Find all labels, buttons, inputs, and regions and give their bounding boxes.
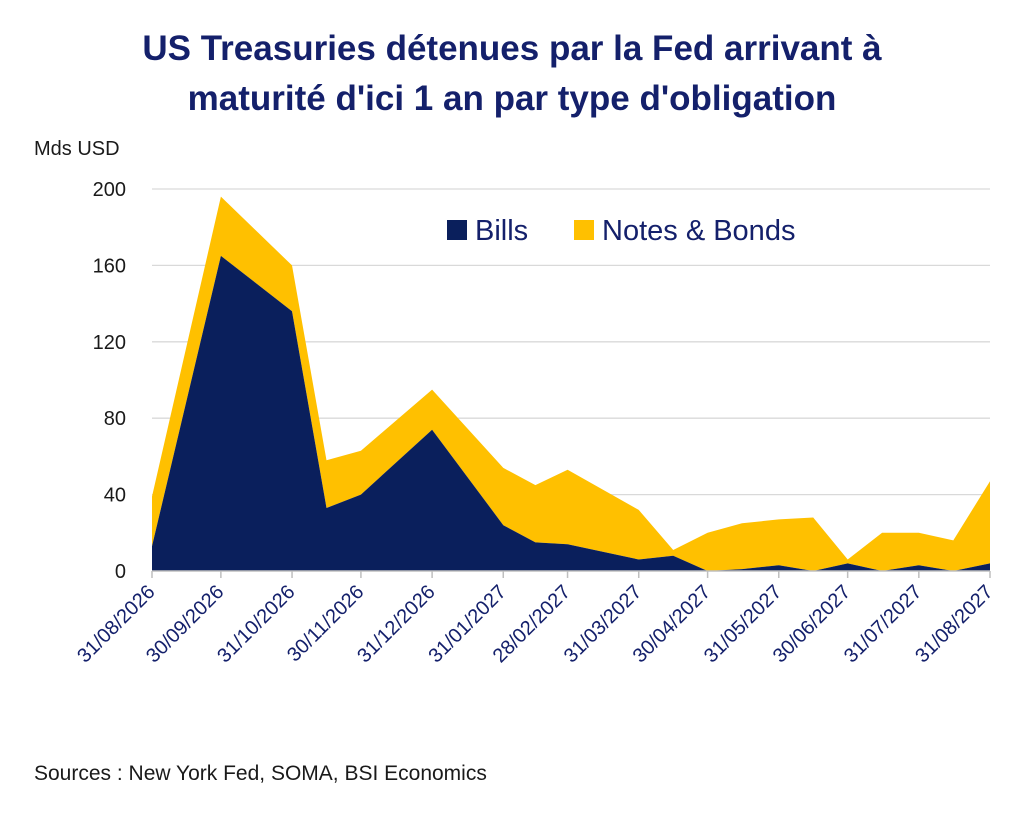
y-tick-label: 120 bbox=[93, 332, 126, 354]
y-tick-label: 40 bbox=[104, 485, 126, 507]
chart-title-line-2: maturité d'ici 1 an par type d'obligatio… bbox=[187, 79, 837, 118]
series-area-notes-bonds bbox=[152, 196, 990, 571]
y-axis-label: Mds USD bbox=[34, 138, 120, 160]
chart-title: US Treasuries détenues par la Fed arriva… bbox=[0, 24, 1024, 124]
x-tick-label: 31/08/2027 bbox=[911, 581, 997, 667]
chart-title-line-1: US Treasuries détenues par la Fed arriva… bbox=[142, 29, 882, 68]
source-note: Sources : New York Fed, SOMA, BSI Econom… bbox=[34, 762, 487, 785]
y-tick-label: 200 bbox=[93, 179, 126, 201]
series-area-bills bbox=[152, 255, 990, 571]
legend-label: Notes & Bonds bbox=[602, 215, 795, 247]
y-tick-label: 80 bbox=[104, 408, 126, 430]
legend-swatch bbox=[574, 220, 594, 240]
legend: Bills Notes & Bonds bbox=[447, 215, 795, 247]
legend-swatch bbox=[447, 220, 467, 240]
y-tick-label: 0 bbox=[115, 561, 126, 583]
series-areas bbox=[152, 196, 990, 571]
legend-label: Bills bbox=[475, 215, 528, 247]
y-tick-label: 160 bbox=[93, 255, 126, 277]
